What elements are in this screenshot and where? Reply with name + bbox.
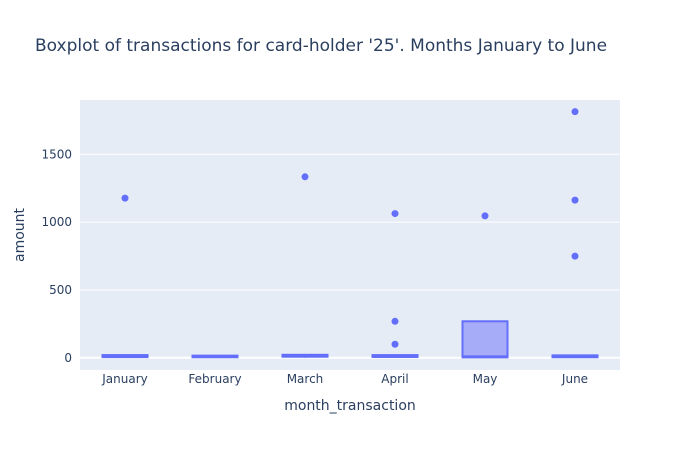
boxes [101,320,599,359]
x-tick-label: March [287,372,324,386]
y-tick-label: 0 [64,351,72,365]
outlier-point [571,196,579,204]
box-body [461,320,509,359]
outlier-point [391,317,399,325]
outlier-point [301,173,309,181]
box-january [101,354,149,359]
y-axis-title: amount [12,207,28,262]
x-tick-label: June [561,372,588,386]
x-tick-label: January [101,372,148,386]
outlier-point [481,212,489,220]
y-ticks: 0 500 1000 1500 [41,147,72,365]
plot-area [80,100,620,370]
outlier-point [571,108,579,116]
box-february [191,354,239,359]
x-ticks: January February March April May June [101,372,588,386]
x-tick-label: May [473,372,498,386]
outlier-point [571,252,579,260]
box-may [461,320,509,359]
box-june [551,354,599,359]
y-tick-label: 500 [49,283,72,297]
y-tick-label: 1000 [41,215,72,229]
box-march [281,353,329,358]
outlier-point [391,340,399,348]
outlier-point [121,194,129,202]
y-tick-label: 1500 [41,147,72,161]
gridlines [80,153,620,359]
chart-title: Boxplot of transactions for card-holder … [35,36,607,56]
x-tick-label: April [381,372,408,386]
x-axis-title: month_transaction [284,398,416,414]
outlier-point [391,210,399,218]
outliers [121,108,579,348]
box-april [371,354,419,358]
x-tick-label: February [188,372,241,386]
